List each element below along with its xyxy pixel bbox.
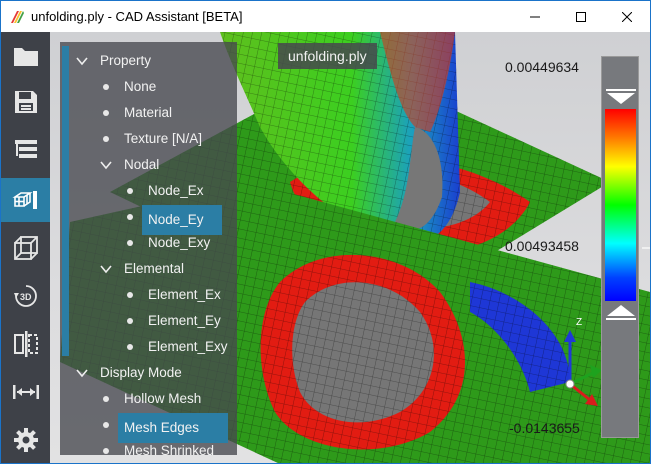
section-plane-button[interactable] (1, 322, 50, 366)
scale-mid-marker (642, 247, 650, 249)
title-bar: unfolding.ply - CAD Assistant [BETA] (1, 1, 650, 32)
settings-gear-icon (13, 428, 38, 452)
tree-label: Texture [N/A] (124, 131, 203, 146)
bullet-icon (127, 318, 133, 324)
axis-triad (564, 330, 602, 406)
chevron-down-icon (76, 57, 88, 66)
tree-label: Element_Exy (148, 339, 228, 354)
tree-label: Node_Exy (148, 235, 211, 250)
open-folder-icon (13, 48, 38, 66)
measure-icon (12, 385, 39, 399)
model-tree-button[interactable] (1, 128, 50, 172)
rotate-3d-button[interactable]: 3D (1, 274, 50, 318)
display-mode-button[interactable] (1, 178, 50, 222)
tree-label: Mesh Edges (118, 413, 228, 443)
rotate-3d-icon: 3D (13, 285, 37, 307)
save-button[interactable] (1, 80, 50, 124)
3d-viewport[interactable]: Z unfolding.ply Property None Material (50, 32, 650, 463)
bullet-icon (103, 136, 109, 142)
svg-text:3D: 3D (20, 292, 32, 302)
bullet-icon (103, 448, 109, 454)
tree-label: Hollow Mesh (124, 391, 202, 406)
tree-label: Node_Ey (142, 205, 222, 235)
bullet-icon (103, 110, 109, 116)
color-scale-bar (601, 56, 639, 438)
tree-label: Node_Ex (148, 183, 204, 198)
chevron-down-icon (100, 265, 112, 274)
bullet-icon (127, 214, 133, 220)
tree-label: Nodal (124, 157, 160, 172)
wireframe-cube-icon (13, 236, 38, 260)
chevron-down-icon (76, 369, 88, 378)
tree-label: Element_Ex (148, 287, 221, 302)
open-button[interactable] (1, 34, 50, 78)
tree-label: Mesh Shrinked (124, 443, 215, 455)
tree-label: Elemental (124, 261, 185, 276)
tree-label: Element_Ey (148, 313, 221, 328)
lower-limit-handle-icon[interactable] (606, 304, 636, 320)
minimize-icon (530, 16, 540, 17)
app-logo-icon (11, 10, 24, 23)
color-gradient (605, 109, 636, 301)
scale-max-value: 0.00449634 (505, 59, 579, 75)
tree-label: None (124, 79, 157, 94)
tree-label: Display Mode (100, 365, 182, 380)
tree-label: Property (100, 53, 152, 68)
property-panel: Property None Material Texture [N/A] Nod… (60, 42, 237, 455)
measure-button[interactable] (1, 370, 50, 414)
close-icon (622, 11, 632, 22)
bullet-icon (103, 396, 109, 402)
bullet-icon (127, 292, 133, 298)
display-mode-icon (11, 191, 37, 209)
minimize-button[interactable] (512, 1, 558, 32)
maximize-button[interactable] (558, 1, 604, 32)
bullet-icon (127, 240, 133, 246)
section-plane-icon (13, 331, 38, 357)
save-icon (14, 91, 37, 113)
tree-label: Material (124, 105, 173, 120)
file-name-label: unfolding.ply (278, 43, 377, 69)
upper-limit-handle-icon[interactable] (606, 89, 636, 105)
chevron-down-icon (100, 161, 112, 170)
bullet-icon (127, 344, 133, 350)
panel-scrollbar[interactable] (62, 46, 69, 356)
close-button[interactable] (604, 1, 650, 32)
bullet-icon (103, 422, 109, 428)
window-title: unfolding.ply - CAD Assistant [BETA] (31, 9, 243, 24)
bullet-icon (127, 188, 133, 194)
left-toolbar: 3D (1, 32, 50, 463)
z-axis-label: Z (576, 317, 582, 328)
bullet-icon (103, 84, 109, 90)
scale-min-value: -0.0143655 (509, 420, 580, 436)
wireframe-button[interactable] (1, 226, 50, 270)
settings-button[interactable] (1, 418, 50, 462)
maximize-icon (576, 11, 586, 22)
scale-mid-value: 0.00493458 (505, 238, 579, 254)
model-tree-icon (14, 140, 37, 158)
